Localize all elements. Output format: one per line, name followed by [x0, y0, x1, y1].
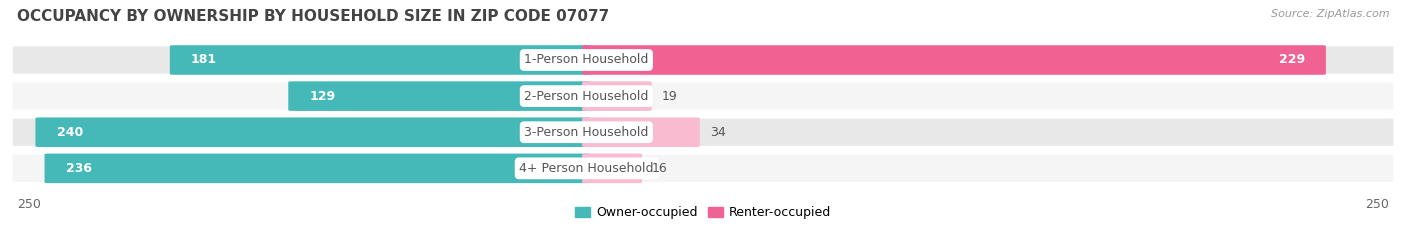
Text: 19: 19	[661, 90, 678, 103]
FancyBboxPatch shape	[45, 154, 591, 183]
FancyBboxPatch shape	[11, 45, 1395, 75]
Text: 3-Person Household: 3-Person Household	[524, 126, 648, 139]
FancyBboxPatch shape	[582, 45, 1326, 75]
Text: 34: 34	[710, 126, 725, 139]
FancyBboxPatch shape	[11, 153, 1395, 183]
Text: 250: 250	[1365, 198, 1389, 211]
Text: 4+ Person Household: 4+ Person Household	[519, 162, 654, 175]
FancyBboxPatch shape	[582, 81, 651, 111]
Text: 2-Person Household: 2-Person Household	[524, 90, 648, 103]
Legend: Owner-occupied, Renter-occupied: Owner-occupied, Renter-occupied	[569, 201, 837, 224]
Text: 250: 250	[17, 198, 41, 211]
Text: Source: ZipAtlas.com: Source: ZipAtlas.com	[1271, 9, 1389, 19]
Text: OCCUPANCY BY OWNERSHIP BY HOUSEHOLD SIZE IN ZIP CODE 07077: OCCUPANCY BY OWNERSHIP BY HOUSEHOLD SIZE…	[17, 9, 609, 24]
Text: 181: 181	[191, 54, 217, 66]
Text: 129: 129	[309, 90, 336, 103]
FancyBboxPatch shape	[582, 117, 700, 147]
Text: 240: 240	[56, 126, 83, 139]
Text: 16: 16	[652, 162, 668, 175]
Text: 1-Person Household: 1-Person Household	[524, 54, 648, 66]
FancyBboxPatch shape	[288, 81, 591, 111]
Text: 229: 229	[1278, 54, 1305, 66]
FancyBboxPatch shape	[35, 117, 591, 147]
Text: 236: 236	[66, 162, 91, 175]
FancyBboxPatch shape	[11, 117, 1395, 147]
FancyBboxPatch shape	[582, 154, 643, 183]
FancyBboxPatch shape	[170, 45, 591, 75]
FancyBboxPatch shape	[11, 81, 1395, 111]
